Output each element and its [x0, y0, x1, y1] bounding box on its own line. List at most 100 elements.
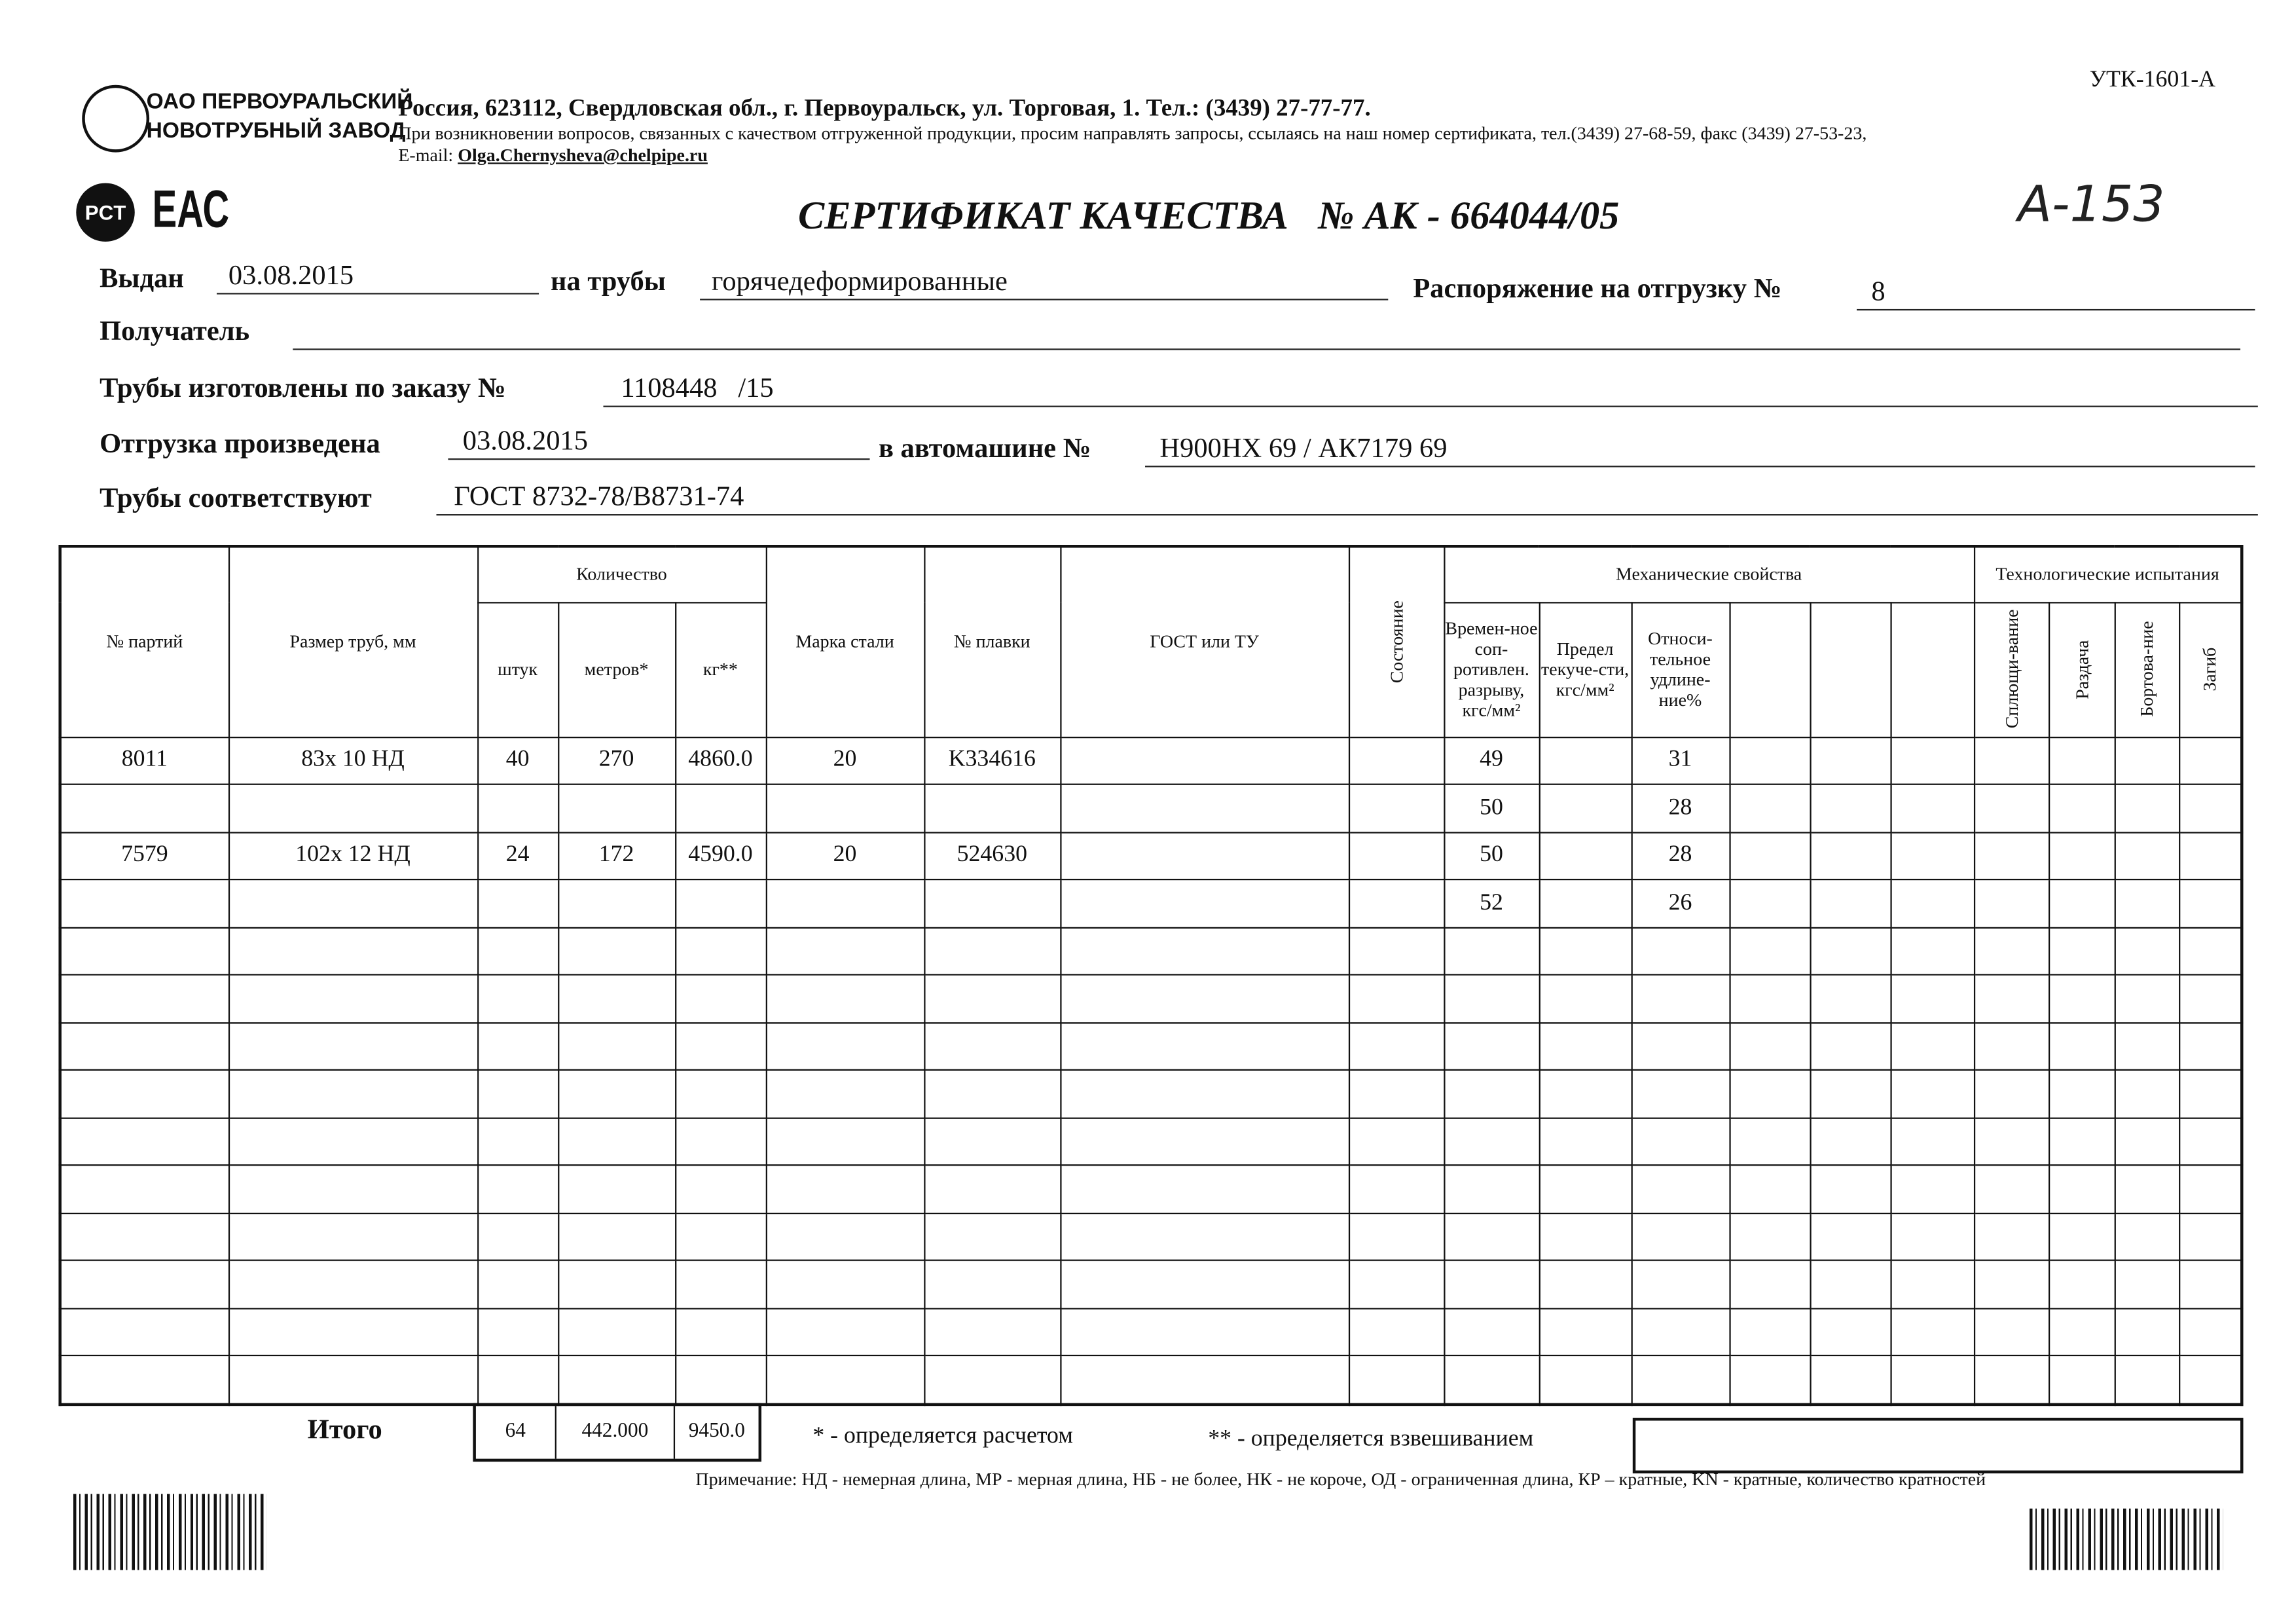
table-row: [59, 1307, 2243, 1357]
cell-t1: [1973, 831, 2050, 881]
cell-kg: [674, 974, 767, 1024]
cell-size: [227, 1069, 479, 1118]
cell-state: [1347, 735, 1445, 785]
cell-tensile: [1443, 1354, 1540, 1405]
table-row: [59, 1354, 2243, 1405]
cell-m6: [1889, 1116, 1975, 1166]
header-kg: кг**: [674, 601, 767, 738]
cell-elong: [1630, 926, 1730, 976]
table-row: 50 28: [59, 783, 2243, 833]
totals-kg: 9450.0: [688, 1420, 745, 1443]
cell-m4: [1728, 1354, 1811, 1405]
cell-t2: [2047, 1022, 2115, 1071]
cell-t2: [2047, 878, 2115, 928]
cell-steel: [765, 878, 925, 928]
cell-yield: [1538, 1354, 1632, 1405]
header-heat: № плавки: [923, 545, 1061, 738]
cell-pcs: [477, 1116, 559, 1166]
cell-kg: [674, 783, 767, 833]
table-row: 52 26: [59, 878, 2243, 928]
cell-meters: 270: [557, 735, 676, 785]
cell-steel: [765, 1164, 925, 1214]
cell-yield: [1538, 1164, 1632, 1214]
cell-t1: [1973, 1116, 2050, 1166]
cell-meters: [557, 1069, 676, 1118]
standard-label: Трубы соответствуют: [100, 483, 372, 515]
cell-heat: [923, 1069, 1061, 1118]
email-link[interactable]: Olga.Chernysheva@chelpipe.ru: [458, 145, 708, 166]
cell-size: [227, 878, 479, 928]
cell-pcs: [477, 926, 559, 976]
cell-tensile: [1443, 1116, 1540, 1166]
cell-t1: [1973, 735, 2050, 785]
footnote-weigh: ** - определяется взвешиванием: [1208, 1426, 1534, 1452]
cell-size: [227, 926, 479, 976]
cell-heat: [923, 878, 1061, 928]
shipment-order-value: 8: [1857, 277, 2255, 311]
cell-size: 83x 10 НД: [227, 735, 479, 785]
totals-box: 64 442.000 9450.0: [473, 1403, 762, 1462]
cell-elong: 28: [1630, 831, 1730, 881]
cell-m6: [1889, 926, 1975, 976]
cell-state: [1347, 783, 1445, 833]
cell-tensile: [1443, 1069, 1540, 1118]
order-label: Трубы изготовлены по заказу №: [100, 373, 506, 405]
form-code: УТК-1601-А: [2089, 67, 2215, 92]
cell-t1: [1973, 1211, 2050, 1261]
cell-yield: [1538, 783, 1632, 833]
cell-meters: [557, 1259, 676, 1309]
cell-t4: [2178, 1307, 2243, 1357]
cell-heat: [923, 783, 1061, 833]
cell-batch: [59, 1069, 230, 1118]
table-row: [59, 1259, 2243, 1309]
pct-mark-icon: PCT: [76, 183, 135, 242]
cell-m5: [1809, 783, 1891, 833]
cell-size: [227, 1307, 479, 1357]
cell-tensile: [1443, 1164, 1540, 1214]
cell-kg: [674, 926, 767, 976]
cell-steel: [765, 1354, 925, 1405]
cell-t3: [2113, 926, 2180, 976]
table-row: 7579 102x 12 НД 24 172 4590.0 20 524630 50 28: [59, 831, 2243, 881]
cell-yield: [1538, 1022, 1632, 1071]
shipment-label: Отгрузка произведена: [100, 429, 380, 460]
table-row: [59, 1164, 2243, 1214]
table-row: [59, 1022, 2243, 1071]
cell-pcs: [477, 1069, 559, 1118]
cell-t3: [2113, 878, 2180, 928]
cell-yield: [1538, 735, 1632, 785]
cell-kg: [674, 1211, 767, 1261]
cell-t4: [2178, 735, 2243, 785]
cell-t2: [2047, 783, 2115, 833]
cell-m5: [1809, 1211, 1891, 1261]
cell-state: [1347, 1022, 1445, 1071]
cell-m6: [1889, 831, 1975, 881]
cell-elong: [1630, 974, 1730, 1024]
cell-m5: [1809, 1164, 1891, 1214]
cell-gost: [1059, 1022, 1350, 1071]
cell-t3: [2113, 783, 2180, 833]
header-gost: ГОСТ или ТУ: [1059, 545, 1350, 738]
cell-steel: [765, 1022, 925, 1071]
cell-t4: [2178, 1211, 2243, 1261]
cell-steel: [765, 1307, 925, 1357]
cell-yield: [1538, 1211, 1632, 1261]
cell-heat: [923, 974, 1061, 1024]
cell-t2: [2047, 1069, 2115, 1118]
cell-state: [1347, 831, 1445, 881]
cell-batch: [59, 1354, 230, 1405]
cell-steel: [765, 1116, 925, 1166]
cell-t2: [2047, 1259, 2115, 1309]
cell-batch: 8011: [59, 735, 230, 785]
cell-t1: [1973, 878, 2050, 928]
cell-tensile: 50: [1443, 783, 1540, 833]
cell-heat: [923, 1211, 1061, 1261]
cell-tensile: [1443, 1211, 1540, 1261]
cell-m5: [1809, 926, 1891, 976]
cell-pcs: 24: [477, 831, 559, 881]
cell-m5: [1809, 1069, 1891, 1118]
cell-pcs: [477, 1307, 559, 1357]
cell-kg: [674, 1069, 767, 1118]
table-row: [59, 1116, 2243, 1166]
